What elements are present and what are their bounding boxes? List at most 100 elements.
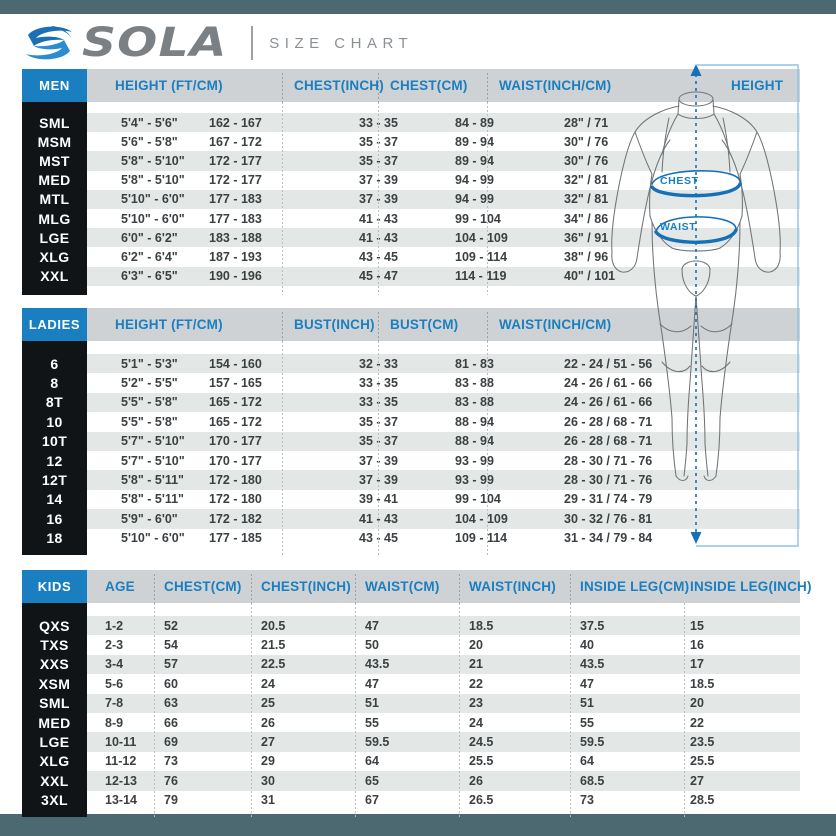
kids-divider-5: [570, 603, 571, 817]
table-row[interactable]: 5'8" - 5'10" 172 - 177 35 - 37 89 - 94 30" /…: [22, 151, 800, 171]
table-row[interactable]: 1-2 52 20.5 47 18.5 37.5 15: [22, 616, 800, 636]
table-cell: 32" / 81: [564, 192, 609, 207]
table-cell: 23.5: [690, 735, 715, 750]
table-row[interactable]: 2-3 54 21.5 50 20 40 16: [22, 635, 800, 654]
table-cell: 6'0" - 6'2": [121, 230, 178, 245]
table-cell: 30" / 76: [564, 153, 609, 168]
kids-rows: 1-2 52 20.5 47 18.5 37.5 15 2-3 54 21.5 50 20 40 16 3-…: [22, 603, 800, 810]
table-row[interactable]: 5'10" - 6'0" 177 - 185 43 - 45 109 - 114 31 …: [22, 529, 800, 548]
table-cell: 172 - 180: [209, 492, 262, 507]
table-cell: 5'7" - 5'10": [121, 434, 185, 449]
ladies-table-body: 6 8 8T 10 10T 12 12T 14 16 18 5'1" - 5'3" 154 - 16…: [22, 341, 800, 555]
table-row[interactable]: 3-4 57 22.5 43.5 21 43.5 17: [22, 654, 800, 675]
table-row[interactable]: 5'6" - 5'8" 167 - 172 35 - 37 89 - 94 30" / …: [22, 132, 800, 151]
table-row[interactable]: 8-9 66 26 55 24 55 22: [22, 713, 800, 732]
table-cell: 6'2" - 6'4": [121, 249, 178, 264]
table-cell: 64: [580, 754, 594, 769]
table-cell: 26: [261, 715, 275, 730]
table-row[interactable]: 5'10" - 6'0" 177 - 183 41 - 43 99 - 104 34" …: [22, 209, 800, 228]
table-cell: 5'1" - 5'3": [121, 356, 178, 371]
kids-divider-6: [684, 603, 685, 817]
table-cell: 99 - 104: [455, 211, 501, 226]
table-row[interactable]: 5-6 60 24 47 22 47 18.5: [22, 674, 800, 693]
table-cell: 83 - 88: [455, 395, 494, 410]
men-divider-1: [282, 102, 283, 295]
table-row[interactable]: 5'1" - 5'3" 154 - 160 32 - 33 81 - 83 22 - 2…: [22, 354, 800, 374]
table-row[interactable]: 10-11 69 27 59.5 24.5 59.5 23.5: [22, 732, 800, 752]
ladies-category-label: LADIES: [22, 308, 87, 341]
size-label: 10: [46, 413, 63, 430]
table-row[interactable]: 6'0" - 6'2" 183 - 188 41 - 43 104 - 109 36" …: [22, 228, 800, 248]
table-cell: 177 - 183: [209, 211, 262, 226]
table-cell: 114 - 119: [455, 269, 507, 284]
table-cell: 33 - 35: [359, 376, 398, 391]
table-cell: 30" / 76: [564, 134, 609, 149]
table-row[interactable]: 5'7" - 5'10" 170 - 177 37 - 39 93 - 99 28 - …: [22, 451, 800, 470]
size-label: 6: [50, 355, 59, 372]
kids-col-waist-inch: WAIST(INCH): [459, 570, 570, 604]
table-row[interactable]: 6'3" - 6'5" 190 - 196 45 - 47 114 - 119 40" …: [22, 266, 800, 286]
table-cell: 26: [469, 773, 483, 788]
table-cell: 32 - 33: [359, 356, 398, 371]
ladies-col-waist: WAIST(INCH/CM): [487, 308, 662, 342]
table-cell: 55: [365, 715, 379, 730]
table-cell: 177 - 185: [209, 531, 262, 546]
table-cell: 40: [580, 638, 594, 653]
ladies-col-bust-inch: BUST(INCH): [282, 308, 378, 342]
table-cell: 28.5: [690, 793, 715, 808]
table-row[interactable]: 7-8 63 25 51 23 51 20: [22, 693, 800, 713]
table-cell: 20.5: [261, 618, 286, 633]
size-label: MST: [39, 152, 70, 169]
table-cell: 165 - 172: [209, 395, 262, 410]
size-label: 12: [46, 452, 63, 469]
men-rows: 5'4" - 5'6" 162 - 167 33 - 35 84 - 89 28" / …: [22, 102, 800, 286]
table-cell: 154 - 160: [209, 356, 262, 371]
size-label: XXL: [40, 268, 69, 285]
table-cell: 37 - 39: [359, 173, 398, 188]
table-cell: 23: [469, 696, 483, 711]
table-cell: 59.5: [580, 735, 605, 750]
table-cell: 99 - 104: [455, 492, 501, 507]
kids-divider-1: [154, 603, 155, 817]
ladies-divider-3: [487, 341, 488, 555]
table-cell: 22: [690, 715, 704, 730]
size-label: MED: [38, 714, 71, 731]
kids-table-header: KIDS AGE CHEST(CM) CHEST(INCH) WAIST(CM)…: [22, 570, 812, 604]
table-row[interactable]: 12-13 76 30 65 26 68.5 27: [22, 771, 800, 791]
table-cell: 3-4: [105, 657, 124, 672]
brand-divider: [251, 26, 254, 60]
table-row[interactable]: 6'2" - 6'4" 187 - 193 43 - 45 109 - 114 38" …: [22, 247, 800, 266]
table-cell: 35 - 37: [359, 414, 398, 429]
table-row[interactable]: 5'5" - 5'8" 165 - 172 35 - 37 88 - 94 26 - 2…: [22, 412, 800, 431]
table-cell: 63: [164, 696, 178, 711]
table-cell: 88 - 94: [455, 434, 494, 449]
table-cell: 66: [164, 715, 178, 730]
table-row[interactable]: 5'10" - 6'0" 177 - 183 37 - 39 94 - 99 32" /…: [22, 189, 800, 209]
table-row[interactable]: 13-14 79 31 67 26.5 73 28.5: [22, 791, 800, 810]
size-label: QXS: [39, 617, 70, 634]
table-cell: 89 - 94: [455, 153, 494, 168]
table-cell: 26.5: [469, 793, 494, 808]
table-cell: 187 - 193: [209, 249, 262, 264]
table-cell: 40" / 101: [564, 269, 616, 284]
table-cell: 5'10" - 6'0": [121, 192, 185, 207]
table-cell: 25: [261, 696, 275, 711]
men-col-chest-inch: CHEST(INCH): [282, 69, 384, 103]
table-row[interactable]: 5'8" - 5'11" 172 - 180 39 - 41 99 - 104 29 -…: [22, 490, 800, 509]
table-cell: 25.5: [690, 754, 715, 769]
table-row[interactable]: 5'5" - 5'8" 165 - 172 33 - 35 83 - 88 24 - 2…: [22, 392, 800, 413]
kids-table-body: QXS TXS XXS XSM SML MED LGE XLG XXL 3XL 1-2 52 20.5…: [22, 603, 800, 817]
table-cell: 22.5: [261, 657, 286, 672]
men-col-height: HEIGHT (FT/CM): [115, 78, 223, 93]
table-row[interactable]: 5'4" - 5'6" 162 - 167 33 - 35 84 - 89 28" / …: [22, 113, 800, 133]
table-cell: 28 - 30 / 71 - 76: [564, 453, 653, 468]
table-cell: 109 - 114: [455, 531, 508, 546]
table-row[interactable]: 5'9" - 6'0" 172 - 182 41 - 43 104 - 109 30 -…: [22, 509, 800, 529]
kids-divider-3: [355, 603, 356, 817]
table-cell: 31 - 34 / 79 - 84: [564, 531, 653, 546]
table-row[interactable]: 5'7" - 5'10" 170 - 177 35 - 37 88 - 94 26 - …: [22, 431, 800, 451]
table-row[interactable]: 5'2" - 5'5" 157 - 165 33 - 35 83 - 88 24 - 2…: [22, 373, 800, 392]
table-row[interactable]: 11-12 73 29 64 25.5 64 25.5: [22, 752, 800, 771]
table-cell: 94 - 99: [455, 192, 494, 207]
